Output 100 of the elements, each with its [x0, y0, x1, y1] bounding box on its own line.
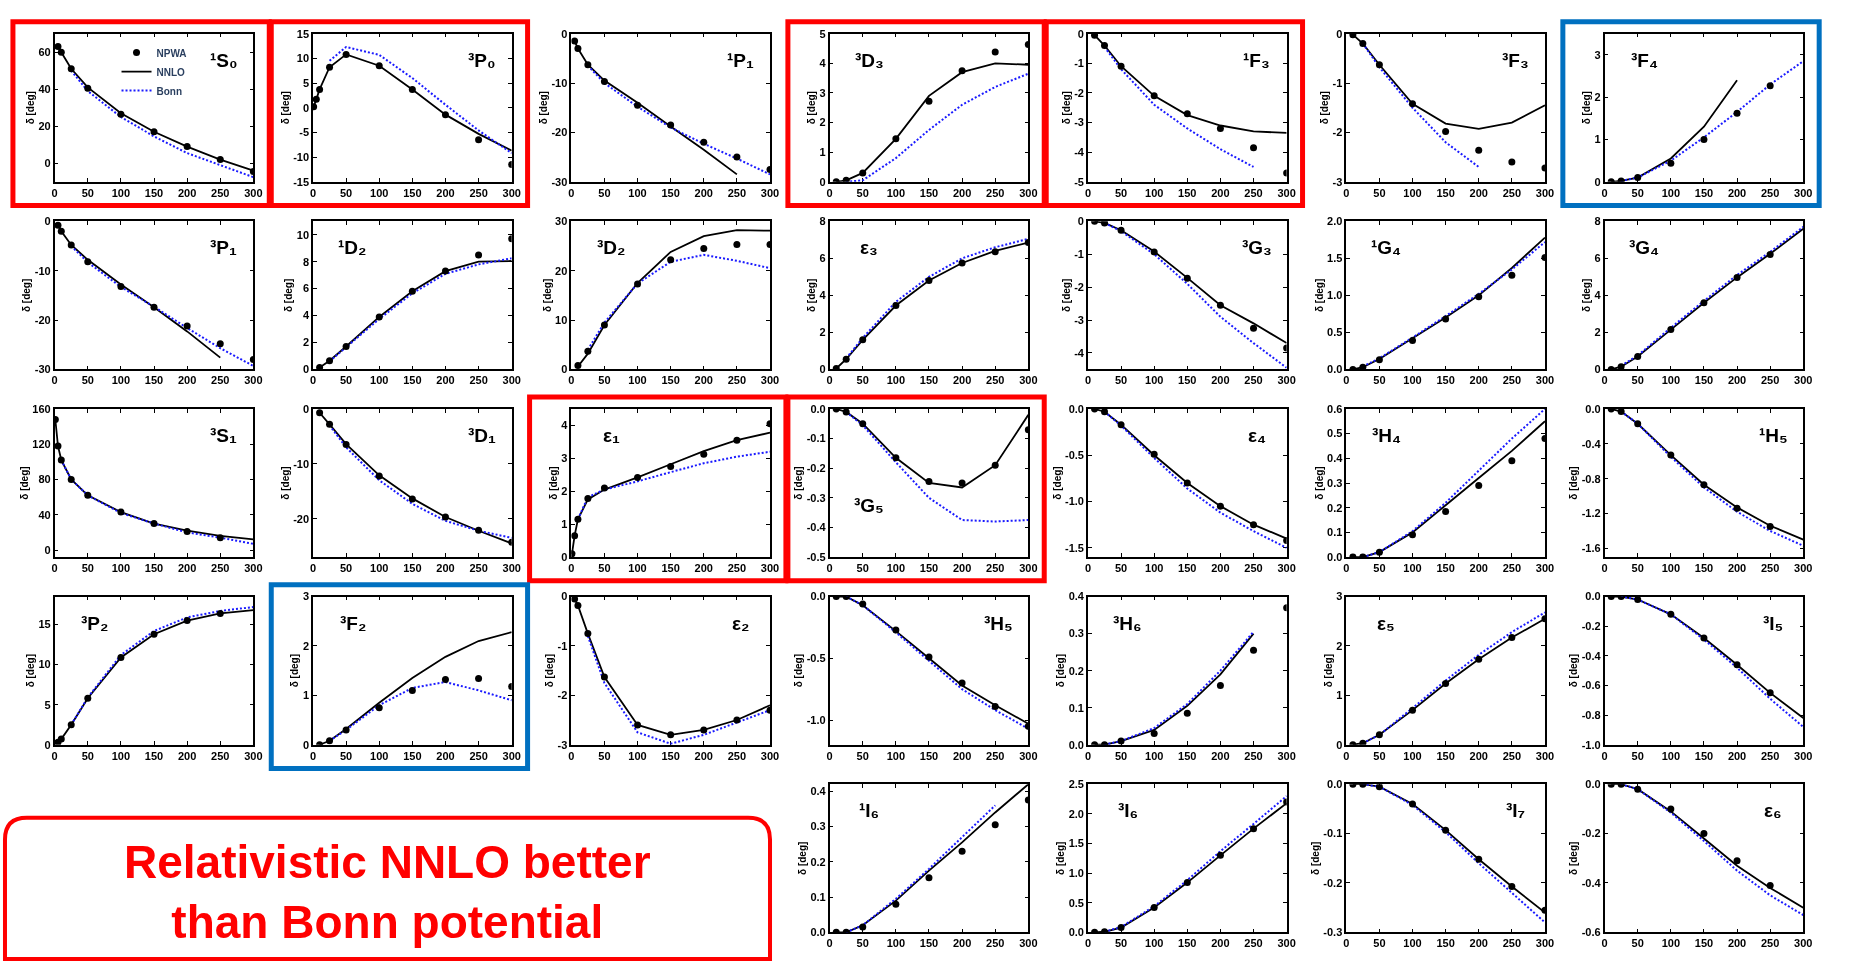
- x-tick-label: 250: [211, 186, 230, 199]
- x-tick-label: 50: [1373, 374, 1386, 387]
- x-tick-label: 300: [1794, 562, 1813, 575]
- x-tick-label: 100: [886, 562, 906, 575]
- x-tick-label: 300: [1277, 374, 1296, 387]
- x-tick-label: 200: [694, 186, 713, 199]
- x-tick-label: 200: [177, 374, 197, 387]
- x-tick-label: 50: [1631, 937, 1644, 950]
- y-axis-title: δ [deg]: [21, 278, 33, 312]
- x-tick-label: 150: [403, 186, 422, 199]
- x-tick-label: 100: [1145, 937, 1164, 950]
- y-tick-label: 2: [819, 116, 826, 129]
- x-tick-label: 150: [1436, 937, 1455, 950]
- y-tick-label: 8: [1594, 215, 1601, 228]
- x-tick-label: 150: [661, 749, 680, 762]
- y-tick-label: -0.1: [1323, 827, 1343, 840]
- y-tick-label: 0: [44, 157, 51, 170]
- x-tick-label: 300: [244, 749, 263, 762]
- y-tick-label: 0.0: [1585, 590, 1601, 603]
- x-tick-label: 250: [1244, 186, 1263, 199]
- x-tick-label: 300: [502, 186, 521, 199]
- y-tick-label: -10: [293, 457, 310, 470]
- x-tick-label: 150: [144, 374, 164, 387]
- x-tick-label: 100: [111, 374, 131, 387]
- x-tick-label: 200: [1727, 186, 1747, 199]
- y-axis-title: δ [deg]: [537, 91, 549, 125]
- y-tick-label: -1: [557, 639, 568, 652]
- x-tick-label: 150: [919, 186, 939, 199]
- x-tick-label: 250: [1760, 374, 1780, 387]
- y-tick-label: 0.0: [1585, 402, 1601, 415]
- x-tick-label: 150: [661, 186, 680, 199]
- x-tick-label: 150: [144, 562, 164, 575]
- x-tick-label: 200: [1211, 749, 1230, 762]
- y-axis-title: δ [deg]: [24, 91, 36, 125]
- x-tick-label: 200: [952, 937, 972, 950]
- y-tick-label: 1.0: [1327, 289, 1343, 302]
- y-tick-label: -0.2: [1581, 620, 1601, 633]
- y-tick-label: 0.3: [810, 820, 826, 833]
- y-tick-label: -0.4: [806, 521, 827, 534]
- y-tick-label: 0.3: [1068, 627, 1084, 640]
- text: ε₁: [603, 425, 621, 446]
- x-tick-label: 150: [919, 374, 939, 387]
- x-tick-label: 150: [1436, 186, 1455, 199]
- y-axis-title: δ [deg]: [547, 466, 559, 500]
- x-tick-label: 50: [339, 749, 353, 762]
- x-tick-label: 200: [1727, 562, 1747, 575]
- text: ε₅: [1377, 613, 1395, 634]
- text: ³G₃: [1242, 237, 1272, 258]
- legend-label: NPWA: [156, 47, 187, 59]
- x-tick-label: 150: [1178, 749, 1197, 762]
- x-tick-label: 50: [339, 562, 353, 575]
- x-tick-label: 200: [694, 562, 713, 575]
- y-tick-label: 0: [1077, 215, 1084, 228]
- x-tick-label: 100: [1661, 374, 1680, 387]
- y-axis-title: δ [deg]: [796, 841, 808, 875]
- y-tick-label: 10: [296, 52, 310, 65]
- x-tick-label: 300: [1535, 749, 1555, 762]
- x-tick-label: 200: [952, 749, 972, 762]
- x-tick-label: 150: [1694, 186, 1714, 199]
- text: ³P₁: [210, 237, 237, 258]
- y-tick-label: -1: [1074, 248, 1084, 261]
- y-axis-title: δ [deg]: [1055, 841, 1067, 875]
- x-tick-label: 250: [727, 186, 747, 199]
- y-axis-title: δ [deg]: [279, 466, 291, 500]
- y-tick-label: -0.6: [1581, 926, 1601, 939]
- text: ³H₅: [984, 613, 1013, 634]
- x-tick-label: 200: [694, 374, 713, 387]
- x-tick-label: 100: [1403, 374, 1422, 387]
- y-tick-label: 1: [1336, 689, 1343, 702]
- x-tick-label: 100: [628, 749, 647, 762]
- x-tick-label: 50: [598, 186, 611, 199]
- y-tick-label: -0.3: [806, 491, 826, 504]
- x-tick-label: 250: [469, 749, 488, 762]
- text: ³F₃: [1502, 50, 1529, 71]
- y-tick-label: 4: [561, 419, 569, 432]
- x-tick-label: 250: [211, 562, 230, 575]
- x-tick-label: 50: [1373, 749, 1386, 762]
- y-tick-label: -0.2: [1323, 876, 1343, 889]
- y-tick-label: -2: [1332, 126, 1343, 139]
- y-axis-title: δ [deg]: [1581, 91, 1593, 125]
- y-tick-label: 0: [44, 543, 51, 556]
- x-tick-label: 300: [760, 374, 780, 387]
- y-tick-label: -1.0: [1581, 738, 1601, 751]
- x-tick-label: 50: [81, 186, 94, 199]
- x-tick-label: 50: [81, 749, 94, 762]
- text: ³H₄: [1372, 425, 1402, 446]
- text: ³I₇: [1506, 800, 1526, 821]
- x-tick-label: 50: [1114, 374, 1128, 387]
- y-tick-label: -0.8: [1581, 472, 1601, 485]
- y-tick-label: 1: [1594, 133, 1601, 146]
- y-axis-title: δ [deg]: [793, 466, 805, 500]
- y-axis-title: δ [deg]: [18, 466, 30, 500]
- x-tick-label: 250: [727, 562, 747, 575]
- x-tick-label: 50: [1631, 374, 1644, 387]
- x-tick-label: 150: [403, 374, 422, 387]
- text: Relativistic NNLO better than Bonn potential: [124, 836, 651, 948]
- text: ³F₂: [340, 613, 367, 634]
- x-tick-label: 200: [1211, 186, 1230, 199]
- y-tick-label: -1.0: [1065, 495, 1084, 508]
- x-tick-label: 200: [694, 749, 713, 762]
